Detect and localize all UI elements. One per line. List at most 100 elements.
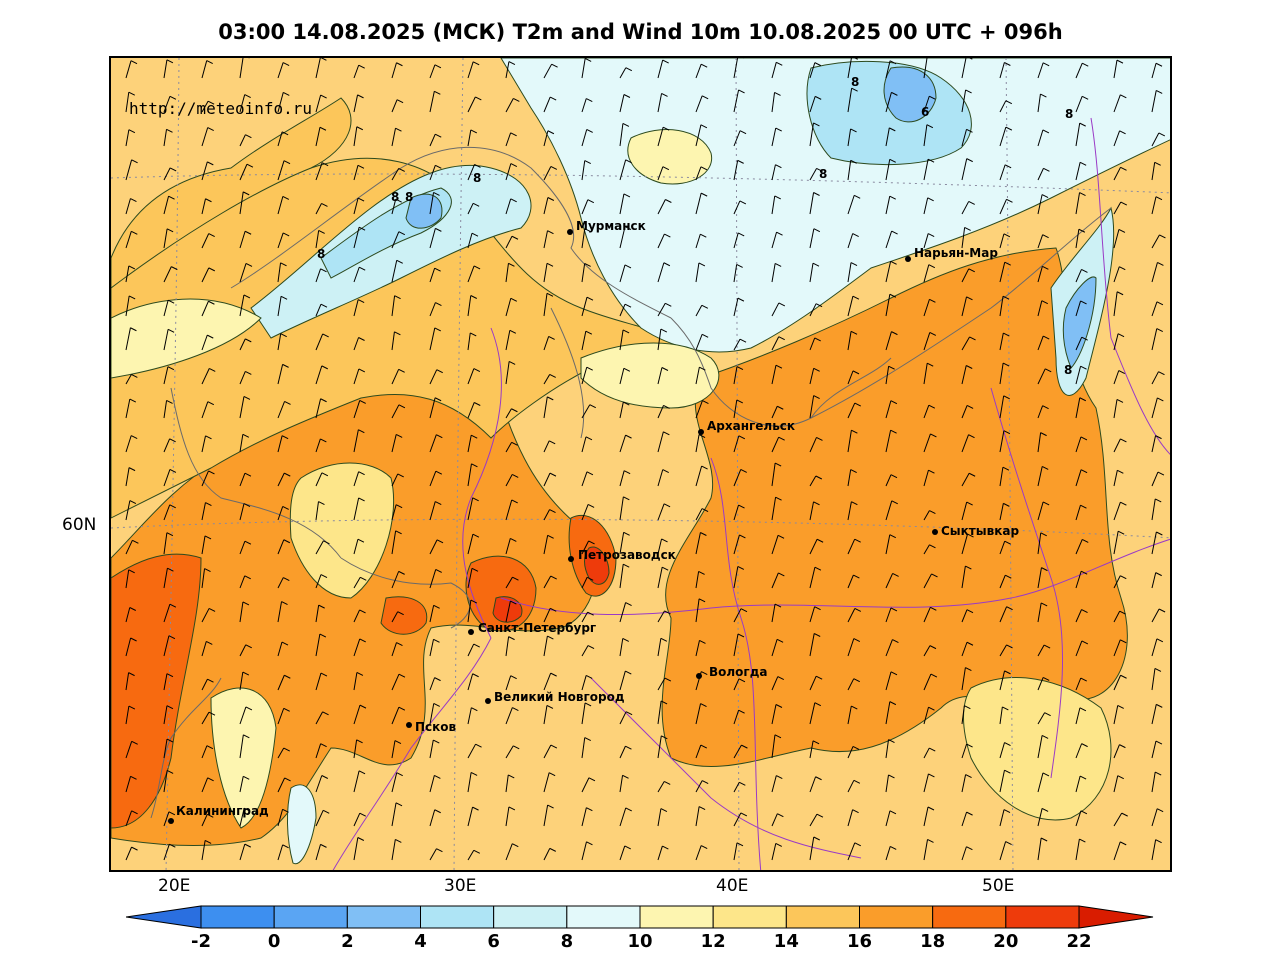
wind-barb-flag <box>434 774 441 779</box>
wind-barb-flag <box>396 772 403 777</box>
wind-barb-flag <box>1040 93 1047 98</box>
city-markers: Мурманск Нарьян-Мар Архангельск Сыктывка… <box>168 219 1019 824</box>
wind-barb <box>733 534 740 555</box>
city-label-syktyvkar: Сыктывкар <box>941 524 1019 538</box>
temp-zone-12-14-white-sea <box>580 342 720 409</box>
wind-barb <box>1151 531 1157 555</box>
wind-barb-flag <box>585 436 593 441</box>
wind-barb <box>695 780 703 793</box>
wind-barb <box>201 711 210 725</box>
wind-barb-flag <box>131 846 138 851</box>
wind-barb <box>353 126 358 147</box>
wind-barb <box>923 58 928 79</box>
wind-barb <box>315 365 323 385</box>
wind-barb <box>885 774 889 793</box>
city-marker <box>168 818 174 824</box>
wind-barb-flag <box>1120 674 1127 679</box>
wind-barb-flag <box>204 568 211 573</box>
wind-barb-flag <box>1158 608 1166 613</box>
wind-barb-flag <box>281 131 289 136</box>
wind-barb-flag <box>964 705 971 710</box>
wind-barb-flag <box>320 574 328 578</box>
wind-barb-flag <box>166 705 174 710</box>
wind-barb-flag <box>1120 438 1127 443</box>
wind-barb <box>581 737 586 759</box>
contour-label: 8 <box>391 190 399 204</box>
wind-barb-flag <box>280 333 287 338</box>
wind-barb-flag <box>1080 810 1088 815</box>
wind-barb-flag <box>928 706 935 711</box>
wind-barb <box>733 58 739 79</box>
wind-barb <box>619 775 624 793</box>
wind-barb-flag <box>700 532 707 536</box>
wind-barb-flag <box>588 540 595 545</box>
wind-barb <box>277 472 285 487</box>
wind-barb-flag <box>357 94 364 99</box>
lat-label-60n: 60N <box>62 515 97 535</box>
wind-barb <box>467 129 472 147</box>
wind-barb <box>201 267 210 283</box>
wind-barb-flag <box>889 158 896 163</box>
wind-barb-flag <box>167 328 175 333</box>
wind-barb-flag <box>396 259 403 264</box>
wind-barb-flag <box>1117 705 1124 709</box>
wind-barb <box>885 474 892 487</box>
wind-barb <box>1037 129 1044 147</box>
wind-barb-flag <box>472 806 479 811</box>
wind-barb-flag <box>698 262 706 267</box>
wind-barb-flag <box>358 770 366 775</box>
wind-barb <box>619 807 627 827</box>
wind-barb <box>467 233 473 249</box>
wind-barb <box>543 374 551 385</box>
wind-barb <box>391 740 396 759</box>
wind-barb <box>353 609 361 623</box>
wind-barb <box>581 228 586 249</box>
wind-barb-flag <box>967 533 974 538</box>
wind-barb <box>581 297 588 317</box>
wind-barb-flag <box>776 61 783 66</box>
wind-barb <box>885 430 892 453</box>
wind-barb <box>657 59 664 79</box>
wind-barb <box>429 64 436 79</box>
wind-barb <box>201 368 210 385</box>
wind-barb <box>999 841 1007 861</box>
wind-barb <box>1151 638 1158 657</box>
contour-label: 8 <box>473 171 481 185</box>
wind-barb <box>923 159 929 181</box>
wind-barb-flag <box>1155 572 1162 577</box>
wind-barb-flag <box>549 509 556 514</box>
wind-barb <box>733 782 740 793</box>
wind-barb <box>543 509 550 521</box>
wind-barb-flag <box>435 302 442 306</box>
wind-barb-flag <box>738 89 745 94</box>
wind-barb-flag <box>738 709 745 714</box>
wind-barb <box>125 672 130 691</box>
wind-barb-flag <box>356 671 364 676</box>
wind-barb <box>391 231 400 249</box>
wind-barb-flag <box>550 672 557 677</box>
wind-barb-flag <box>1081 269 1088 273</box>
wind-barb-flag <box>166 228 174 233</box>
colorbar-tick-label: 16 <box>846 931 873 952</box>
wind-barb <box>125 231 132 249</box>
wind-barb <box>163 811 170 827</box>
wind-barb-flag <box>966 743 973 748</box>
temp-zone-8-10-baltic-south <box>286 784 317 865</box>
city-marker <box>568 556 574 562</box>
wind-barb <box>771 302 780 317</box>
wind-barb <box>771 639 778 657</box>
wind-barb-flag <box>549 373 556 378</box>
wind-barb <box>201 435 206 453</box>
wind-barb-flag <box>1116 59 1124 64</box>
borders <box>332 117 1170 870</box>
wind-barb <box>657 567 663 589</box>
wind-barb <box>163 59 168 79</box>
wind-barb <box>657 166 664 181</box>
wind-barb-flag <box>472 61 480 66</box>
wind-barb-flag <box>508 636 515 641</box>
wind-barb <box>467 850 475 861</box>
wind-barb <box>847 262 852 283</box>
colorbar-tick-label: 18 <box>920 931 946 952</box>
wind-barb <box>505 263 509 283</box>
wind-barb <box>315 203 322 215</box>
